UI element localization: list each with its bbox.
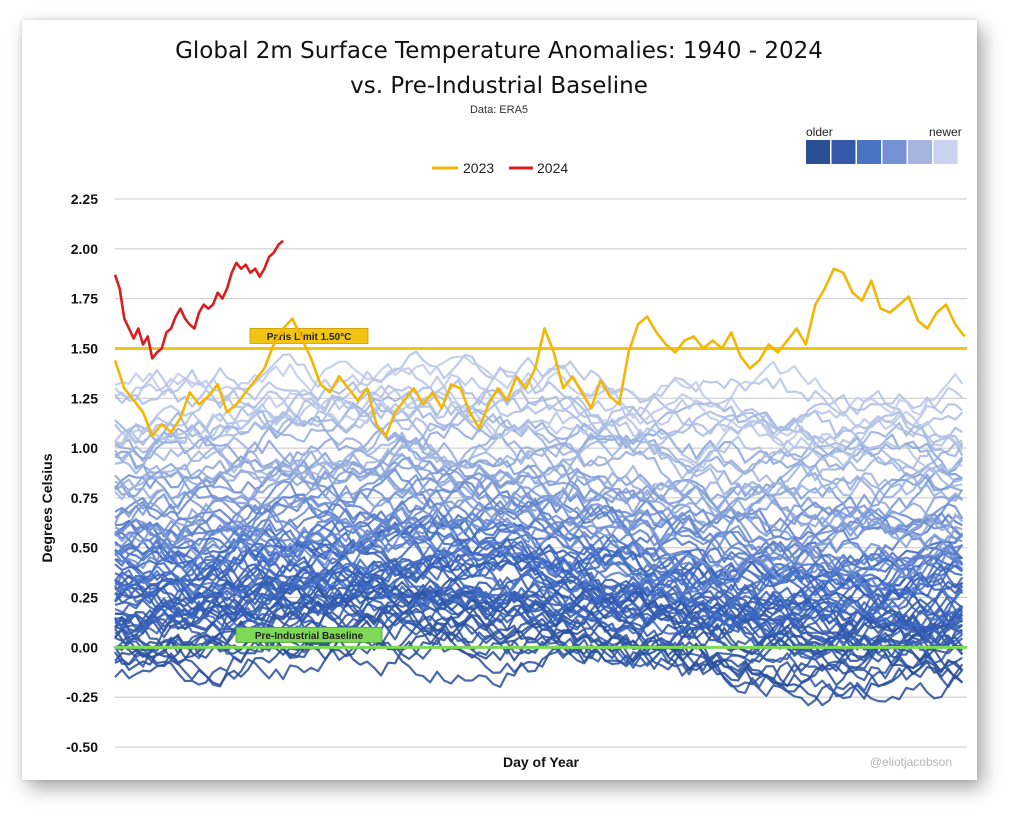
history-line-1985 bbox=[114, 510, 964, 584]
y-tick-label: 1.75 bbox=[71, 291, 98, 307]
history-line-1999 bbox=[114, 497, 963, 581]
color-scale-swatch-5 bbox=[933, 140, 958, 164]
y-tick-label: 0.75 bbox=[71, 490, 98, 506]
history-line-1955 bbox=[114, 585, 964, 672]
history-line-2021 bbox=[114, 388, 964, 459]
reference-label-box bbox=[235, 626, 383, 643]
history-line-2003 bbox=[114, 486, 963, 551]
history-line-2020 bbox=[114, 353, 964, 439]
series-line-2023 bbox=[113, 267, 966, 438]
chart-card: Global 2m Surface Temperature Anomalies:… bbox=[22, 20, 977, 780]
legend: 2023 2024 bbox=[432, 160, 568, 176]
history-line-2009 bbox=[114, 433, 964, 501]
y-tick-label: 2.00 bbox=[71, 241, 98, 257]
history-line-1978 bbox=[114, 540, 963, 605]
history-line-1991 bbox=[114, 483, 963, 566]
x-axis-label: Day of Year bbox=[503, 754, 580, 770]
history-line-1980 bbox=[114, 573, 963, 636]
chart-svg: Global 2m Surface Temperature Anomalies:… bbox=[39, 38, 967, 770]
history-line-1995 bbox=[114, 507, 964, 580]
reference-label: Pre-Industrial Baseline bbox=[255, 631, 364, 642]
y-tick-label: 0.25 bbox=[71, 590, 98, 606]
color-scale-swatch-2 bbox=[857, 140, 881, 164]
y-tick-label: 1.50 bbox=[71, 340, 98, 356]
y-axis-label: Degrees Celsius bbox=[39, 453, 55, 562]
history-line-2012 bbox=[114, 431, 963, 499]
history-line-1971 bbox=[114, 557, 964, 618]
y-tick-label: 2.25 bbox=[71, 191, 98, 207]
history-line-2013 bbox=[114, 433, 963, 501]
chart-title-line1: Global 2m Surface Temperature Anomalies:… bbox=[175, 38, 823, 64]
y-tick-label: 0.50 bbox=[71, 540, 98, 556]
history-line-2015 bbox=[114, 395, 964, 450]
color-scale-swatch-0 bbox=[806, 140, 830, 164]
history-line-1979 bbox=[114, 577, 963, 638]
y-tick-label: -0.25 bbox=[66, 689, 98, 705]
color-scale-newer: newer bbox=[929, 125, 962, 139]
history-line-2018 bbox=[114, 350, 964, 417]
chart-subtitle: Data: ERA5 bbox=[470, 104, 528, 116]
history-line-1986 bbox=[114, 537, 964, 616]
history-line-1998 bbox=[114, 474, 963, 554]
history-line-1996 bbox=[114, 485, 964, 563]
history-line-2016 bbox=[114, 378, 964, 436]
chart-title-line2: vs. Pre-Industrial Baseline bbox=[350, 73, 648, 99]
history-line-1947 bbox=[114, 637, 964, 707]
reference-label: Paris Limit 1.50°C bbox=[267, 332, 352, 343]
history-line-1974 bbox=[114, 566, 963, 648]
color-scale-swatch-1 bbox=[831, 140, 856, 164]
history-line-1983 bbox=[114, 514, 964, 585]
color-scale-swatch-3 bbox=[882, 140, 907, 164]
history-line-2008 bbox=[114, 438, 964, 532]
history-line-2007 bbox=[114, 402, 964, 476]
y-tick-label: 1.25 bbox=[71, 390, 98, 406]
y-tick-label: 1.00 bbox=[71, 440, 98, 456]
history-line-2022 bbox=[114, 355, 964, 416]
y-tick-label: -0.50 bbox=[66, 739, 98, 755]
history-line-2019 bbox=[114, 384, 963, 474]
history-line-1997 bbox=[114, 460, 963, 537]
history-line-2004 bbox=[114, 453, 964, 535]
legend-label-2024: 2024 bbox=[537, 160, 568, 176]
color-scale: older newer bbox=[806, 125, 962, 164]
history-line-1960 bbox=[114, 585, 964, 656]
legend-label-2023: 2023 bbox=[463, 160, 494, 176]
series-line-2024 bbox=[113, 239, 284, 360]
credit: @eliotjacobson bbox=[870, 755, 952, 769]
y-tick-label: 0.00 bbox=[71, 639, 98, 655]
color-scale-swatch-4 bbox=[908, 140, 932, 164]
color-scale-older: older bbox=[806, 125, 833, 139]
